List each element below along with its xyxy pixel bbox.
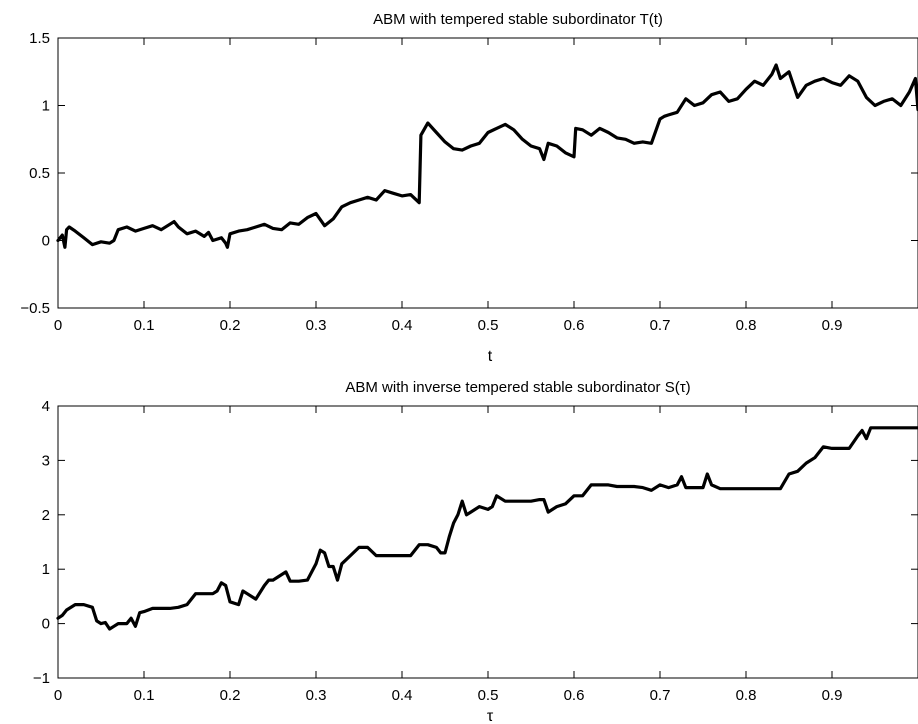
chart-title: ABM with inverse tempered stable subordi…: [345, 379, 690, 396]
y-tick-label: 1: [42, 561, 50, 578]
x-tick-label: 0.3: [306, 687, 327, 704]
plot-frame: [57, 405, 918, 679]
x-axis-label: τ: [487, 708, 494, 724]
x-tick-label: 0.5: [478, 687, 499, 704]
x-tick-label: 0.7: [650, 317, 671, 334]
x-tick-label: 0.6: [564, 687, 585, 704]
x-tick-label: 0.7: [650, 687, 671, 704]
x-axis-label: t: [488, 348, 493, 365]
y-tick-label: −0.5: [20, 300, 50, 317]
bottom-plot: ABM with inverse tempered stable subordi…: [33, 379, 918, 724]
x-tick-label: 0.2: [220, 687, 241, 704]
x-tick-label: 0.6: [564, 317, 585, 334]
x-tick-label: 0.9: [822, 687, 843, 704]
x-tick-label: 0.4: [392, 317, 413, 334]
chart-title: ABM with tempered stable subordinator T(…: [373, 11, 663, 28]
x-tick-label: 0.1: [134, 687, 155, 704]
x-tick-label: 0: [54, 687, 62, 704]
x-tick-label: 0.3: [306, 317, 327, 334]
x-tick-label: 0.2: [220, 317, 241, 334]
series-line: [56, 63, 918, 249]
x-tick-label: 0.5: [478, 317, 499, 334]
y-tick-label: 1.5: [29, 30, 50, 47]
x-tick-label: 0.8: [736, 687, 757, 704]
y-tick-label: 2: [42, 507, 50, 524]
plot-frame: [57, 37, 918, 309]
x-tick-label: 0.1: [134, 317, 155, 334]
series-line: [56, 426, 918, 631]
y-tick-label: 0: [42, 616, 50, 633]
y-tick-label: −1: [33, 670, 50, 687]
top-plot: ABM with tempered stable subordinator T(…: [20, 11, 918, 365]
x-tick-label: 0: [54, 317, 62, 334]
y-tick-label: 0: [42, 233, 50, 250]
x-tick-label: 0.8: [736, 317, 757, 334]
y-tick-label: 3: [42, 452, 50, 469]
y-tick-label: 0.5: [29, 165, 50, 182]
y-tick-label: 4: [42, 398, 50, 415]
x-tick-label: 0.9: [822, 317, 843, 334]
y-tick-label: 1: [42, 98, 50, 115]
x-tick-label: 0.4: [392, 687, 413, 704]
